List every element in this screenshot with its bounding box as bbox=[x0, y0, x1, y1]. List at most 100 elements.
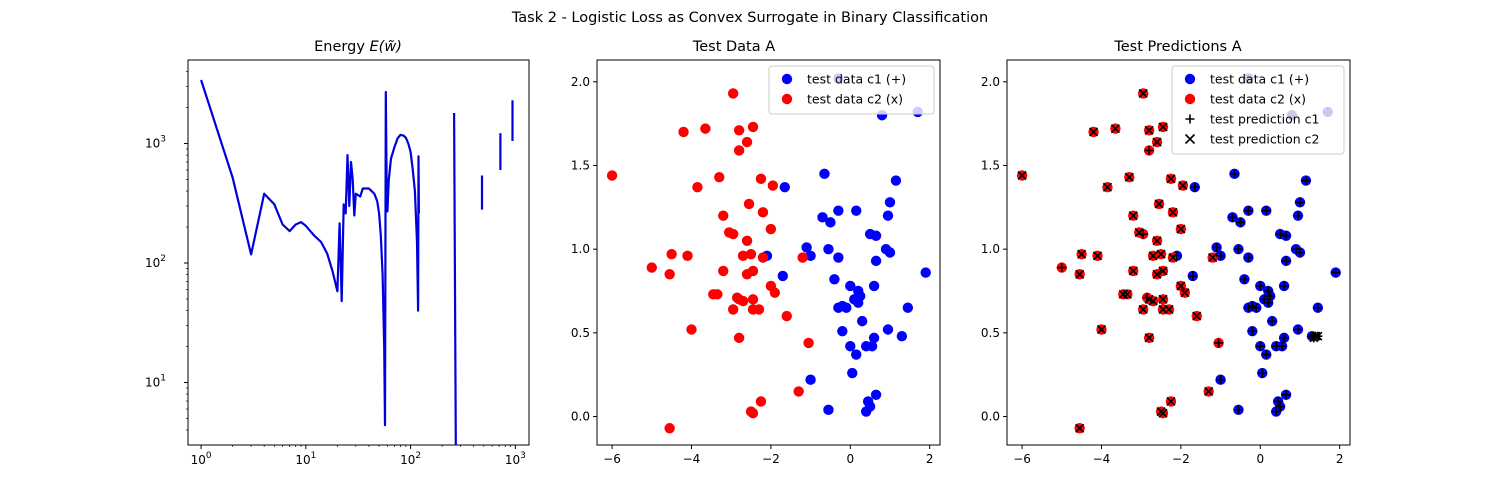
test-predictions-legend-marker-c1 bbox=[1184, 73, 1196, 85]
test-predictions-prediction-c2 bbox=[1148, 296, 1158, 306]
test-data-legend-label: test data c2 (x) bbox=[807, 92, 903, 107]
test-predictions-prediction-c2 bbox=[1144, 125, 1154, 135]
test-predictions-prediction-c2 bbox=[1138, 304, 1148, 314]
test-predictions-prediction-c2 bbox=[1152, 137, 1162, 147]
test-data-point-c1 bbox=[882, 210, 894, 221]
test-predictions-prediction-c1 bbox=[1277, 341, 1287, 351]
test-predictions-prediction-c2 bbox=[1092, 251, 1103, 261]
test-data-y-tick-label: 1.5 bbox=[571, 158, 590, 172]
test-data-point-c1 bbox=[845, 341, 856, 352]
test-predictions-prediction-c2 bbox=[1128, 266, 1138, 276]
test-data-point-c1 bbox=[920, 267, 931, 278]
test-predictions-prediction-c1 bbox=[1247, 326, 1257, 336]
test-predictions-prediction-c1 bbox=[1263, 298, 1273, 308]
test-data-point-c1 bbox=[805, 250, 816, 262]
test-predictions-prediction-c2 bbox=[1124, 172, 1134, 182]
test-predictions-prediction-c2 bbox=[1077, 249, 1087, 259]
test-data-point-c2 bbox=[700, 123, 711, 134]
test-predictions-prediction-c2 bbox=[1178, 180, 1188, 191]
test-predictions-prediction-c2 bbox=[1154, 199, 1164, 209]
test-predictions-prediction-c1 bbox=[1263, 286, 1273, 296]
test-data-legend-marker-c1 bbox=[781, 73, 793, 85]
test-predictions-prediction-c1 bbox=[1144, 145, 1154, 155]
test-predictions-prediction-c2 bbox=[1144, 333, 1154, 343]
energy-x-tick-label: 101 bbox=[295, 451, 316, 467]
test-data-point-c1 bbox=[819, 168, 830, 180]
test-data-point-c1 bbox=[833, 205, 844, 216]
test-data-x-tick-label: −6 bbox=[603, 452, 621, 466]
test-predictions-prediction-c2 bbox=[1017, 170, 1027, 181]
test-data-y-tick-label: 2.0 bbox=[571, 75, 590, 89]
test-data-point-c2 bbox=[718, 210, 729, 221]
test-predictions-x-tick-label: 2 bbox=[1336, 452, 1344, 466]
energy-x-tick-label: 103 bbox=[505, 451, 526, 467]
test-predictions-prediction-c1 bbox=[1293, 211, 1303, 221]
test-predictions-prediction-c2 bbox=[1110, 124, 1120, 134]
test-predictions-prediction-c2 bbox=[1176, 224, 1186, 234]
test-data-point-c1 bbox=[853, 297, 864, 308]
test-data-point-c1 bbox=[851, 205, 862, 216]
test-data-points bbox=[606, 73, 931, 434]
test-predictions-prediction-c1 bbox=[1281, 231, 1291, 241]
test-predictions-y-axis: 0.0 0.5 1.0 1.5 2.0 bbox=[981, 75, 1007, 424]
test-predictions-prediction-c2 bbox=[1128, 211, 1138, 221]
test-predictions-prediction-c1 bbox=[1212, 242, 1222, 252]
test-data-y-tick-label: 0.5 bbox=[571, 326, 590, 340]
test-data-point-c2 bbox=[714, 171, 725, 183]
test-predictions-x-tick-label: 0 bbox=[1256, 452, 1264, 466]
test-data-point-c1 bbox=[868, 332, 880, 344]
energy-title-math: E(w̃) bbox=[370, 39, 402, 55]
test-data-point-c2 bbox=[769, 287, 781, 298]
test-predictions-prediction-c1 bbox=[1313, 303, 1323, 313]
test-data-legend-label: test data c1 (+) bbox=[807, 72, 906, 87]
test-data-x-axis: −6 −4 −2 0 2 bbox=[603, 445, 933, 466]
test-data-point-c1 bbox=[817, 212, 828, 223]
test-predictions-prediction-c1 bbox=[1216, 375, 1226, 385]
test-data-point-c2 bbox=[682, 250, 693, 262]
test-data-point-c2 bbox=[733, 125, 745, 136]
figure-suptitle: Task 2 - Logistic Loss as Convex Surroga… bbox=[511, 10, 988, 26]
test-data-point-c2 bbox=[727, 304, 739, 315]
test-predictions-prediction-c1 bbox=[1257, 368, 1267, 378]
test-data-y-axis: 0.0 0.5 1.0 1.5 2.0 bbox=[571, 75, 597, 424]
test-data-point-c2 bbox=[718, 265, 729, 277]
test-data-point-c2 bbox=[745, 248, 757, 260]
test-data-point-c2 bbox=[686, 324, 697, 335]
test-data-legend: test data c1 (+) test data c2 (x) bbox=[768, 65, 935, 115]
energy-y-axis: 101 102 103 bbox=[145, 71, 188, 431]
test-predictions-prediction-c2 bbox=[1134, 227, 1144, 237]
test-data-point-c2 bbox=[743, 198, 755, 210]
test-data-point-c2 bbox=[765, 223, 777, 235]
energy-x-tick-label: 100 bbox=[191, 451, 212, 467]
test-predictions-y-tick-label: 0.0 bbox=[981, 410, 1000, 424]
test-data-point-c1 bbox=[884, 247, 896, 258]
test-predictions-prediction-c2 bbox=[1164, 304, 1174, 314]
test-predictions-prediction-c1 bbox=[1255, 341, 1265, 351]
test-predictions-prediction-c2 bbox=[1088, 127, 1099, 137]
test-predictions-prediction-c1 bbox=[1188, 271, 1198, 281]
test-predictions-prediction-c1 bbox=[1265, 291, 1275, 301]
test-predictions-prediction-c2 bbox=[1122, 289, 1132, 299]
test-data-point-c1 bbox=[856, 315, 868, 327]
test-data-point-c1 bbox=[833, 252, 844, 263]
test-data-x-tick-label: 2 bbox=[926, 452, 934, 466]
test-predictions-title: Test Predictions A bbox=[1113, 39, 1241, 55]
test-predictions-prediction-c2 bbox=[1166, 396, 1176, 407]
test-data-point-c2 bbox=[664, 423, 675, 434]
test-predictions-prediction-c1 bbox=[1295, 248, 1305, 257]
test-predictions-prediction-c1 bbox=[1235, 217, 1245, 227]
test-data-point-c1 bbox=[847, 367, 858, 379]
test-data-y-tick-label: 0.0 bbox=[571, 410, 590, 424]
test-data-y-tick-label: 1.0 bbox=[571, 242, 590, 256]
test-data-point-c2 bbox=[692, 182, 703, 193]
test-data-point-c1 bbox=[805, 374, 816, 385]
test-data-point-c1 bbox=[866, 341, 878, 352]
test-data-point-c1 bbox=[801, 242, 812, 253]
test-data-point-c2 bbox=[741, 136, 753, 148]
test-data-point-c2 bbox=[747, 294, 759, 305]
test-predictions-x-tick-label: −6 bbox=[1013, 452, 1031, 466]
test-predictions-legend-label: test prediction c1 bbox=[1210, 112, 1320, 127]
test-predictions-prediction-c1 bbox=[1275, 229, 1285, 239]
test-data-point-c2 bbox=[767, 180, 779, 191]
test-data-point-c1 bbox=[777, 270, 788, 282]
